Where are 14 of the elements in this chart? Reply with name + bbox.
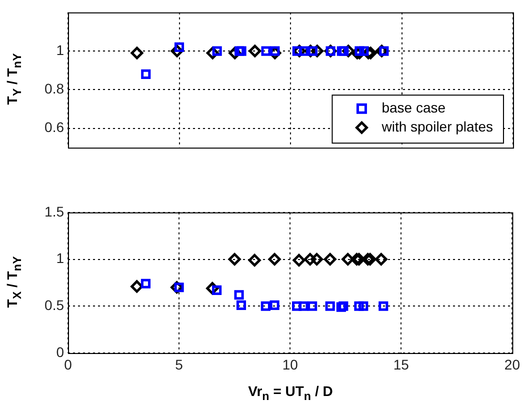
y-tick-label: 1.5 bbox=[44, 203, 64, 220]
y-tick-label: 1 bbox=[56, 42, 64, 58]
x-axis-title: Vr$_{n}$ = UT$_{n}$ / D bbox=[248, 383, 333, 402]
x-tick-label: 20 bbox=[504, 356, 520, 372]
x-tick-label: 15 bbox=[393, 356, 410, 372]
y-tick-label: 0.6 bbox=[44, 119, 64, 136]
x-tick-label: 5 bbox=[175, 356, 184, 372]
y-tick-label: 1 bbox=[56, 250, 64, 266]
legend-label: with spoiler plates bbox=[380, 118, 494, 134]
legend-label: base case bbox=[382, 99, 446, 116]
y-tick-label: 0.5 bbox=[44, 296, 64, 313]
y-tick-label: 0.8 bbox=[44, 80, 64, 97]
x-tick-label: 10 bbox=[282, 356, 298, 372]
y-tick-label: 0 bbox=[56, 344, 64, 360]
